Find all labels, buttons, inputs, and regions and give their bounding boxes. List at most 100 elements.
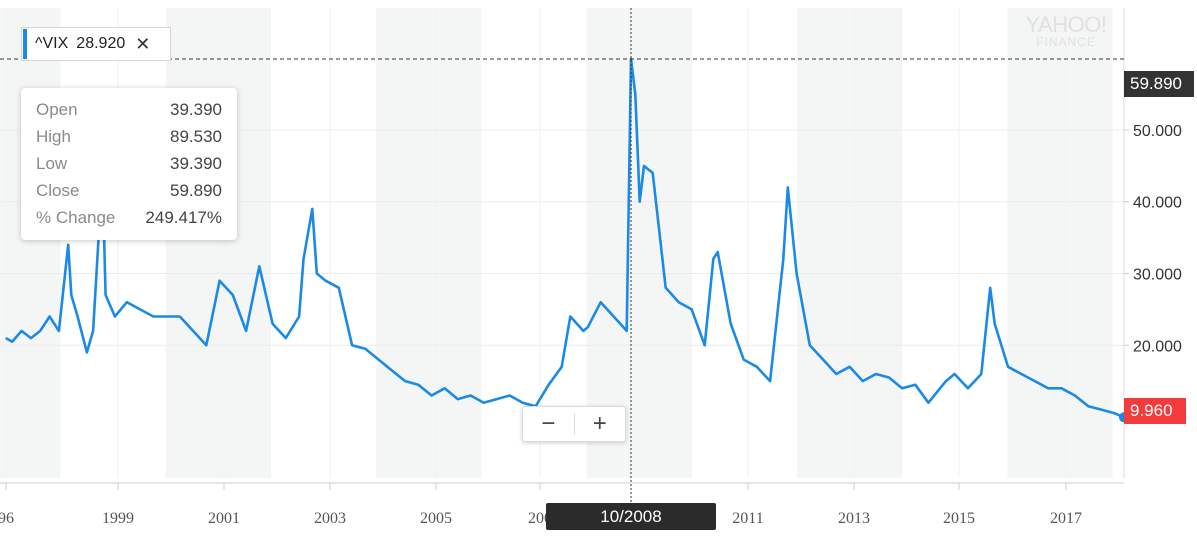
data-point [704,344,706,346]
year-band [797,8,903,478]
data-point [822,359,824,361]
y-tick-label: 20.000 [1133,338,1182,355]
tooltip-label: Close [36,181,80,200]
data-point [49,315,51,318]
data-point [639,201,641,203]
data-point [600,301,602,303]
watermark-line2: FINANCE [1036,35,1096,49]
data-point [989,287,991,289]
tooltip-value: 59.890 [170,181,222,200]
data-point [311,208,313,210]
zoom-in-button[interactable]: + [592,410,607,437]
zoom-out-button[interactable]: − [541,410,556,437]
legend-value: 28.920 [76,35,126,52]
data-point [302,258,305,260]
data-point [945,380,947,382]
data-point [77,315,79,318]
data-point [901,387,903,389]
series-layer [5,57,1125,419]
remove-series-icon[interactable]: ✕ [135,33,151,54]
data-point [587,326,589,328]
data-point [298,315,300,318]
series-color-swatch [23,29,27,59]
data-point [561,366,563,368]
data-point [70,294,72,296]
x-tick-label: 2013 [838,510,870,527]
data-point [219,280,221,282]
data-point [1034,380,1036,382]
data-point [483,402,485,404]
data-point [665,287,667,289]
data-point [232,294,234,296]
data-point [457,398,459,400]
data-point [717,251,719,253]
watermark-line1: YAHOO! [1025,12,1107,37]
data-point [522,402,524,404]
data-point [272,323,274,325]
yahoo-finance-watermark: YAHOO! FINANCE [1018,12,1114,49]
data-point [1007,366,1009,368]
tooltip-label: Low [36,154,68,173]
data-point [139,308,141,310]
tooltip-row-high: High 89.530 [21,123,237,150]
year-band [376,8,482,478]
zoom-control: − + [522,406,626,442]
data-point [417,384,419,386]
y-tick-label: 40.000 [1133,195,1182,212]
data-point [21,330,23,332]
data-point [364,348,366,350]
crosshair-date-tag: 10/2008 [546,503,716,530]
x-axis-ticks: 96 1999 2001 2003 2005 200 2011 2013 2015 2017 [0,483,1082,527]
data-point [712,258,714,260]
data-point [980,373,982,375]
data-point [730,323,732,325]
data-point [325,280,327,282]
data-point [1074,394,1076,397]
x-tick-label: 2011 [732,510,763,527]
data-point [126,301,128,303]
tooltip-value: 39.390 [170,154,222,173]
data-point [404,380,406,382]
legend-symbol: ^VIX [35,35,69,52]
x-tick-label: 2003 [314,510,346,527]
data-point [875,373,877,375]
data-point [1087,405,1089,407]
data-point [470,394,472,397]
tooltip-row-open: Open 39.390 [21,96,237,123]
data-point [769,380,771,382]
data-point [796,272,798,275]
data-point [1047,387,1049,389]
data-point [1101,409,1103,411]
data-point [643,165,645,167]
data-point [954,373,956,375]
tooltip-value: 249.417% [145,208,222,227]
data-point [86,351,88,353]
data-point [351,344,353,346]
data-point [914,384,916,386]
data-point [849,366,851,368]
crosshair-price-tag: 59.890 [1124,71,1194,97]
data-point [613,315,615,318]
data-point [691,308,693,310]
series-legend-chip[interactable]: ^VIX 28.920 ✕ [21,27,171,61]
data-point [782,258,784,260]
data-point [378,359,380,361]
data-point [245,330,247,332]
data-point [787,186,789,188]
data-point [509,394,511,397]
x-tick-label: 2015 [943,510,975,527]
x-tick-label: 96 [0,510,14,527]
year-band [586,8,692,478]
year-band [0,8,61,478]
data-point [30,337,32,339]
data-point [994,323,996,325]
data-point [58,330,60,332]
data-point [967,387,969,389]
x-tick-label: 2001 [208,510,240,527]
data-point [285,337,287,339]
data-point [652,172,654,174]
tooltip-row-low: Low 39.390 [21,150,237,177]
year-band [1007,8,1113,478]
data-point [1020,373,1023,375]
